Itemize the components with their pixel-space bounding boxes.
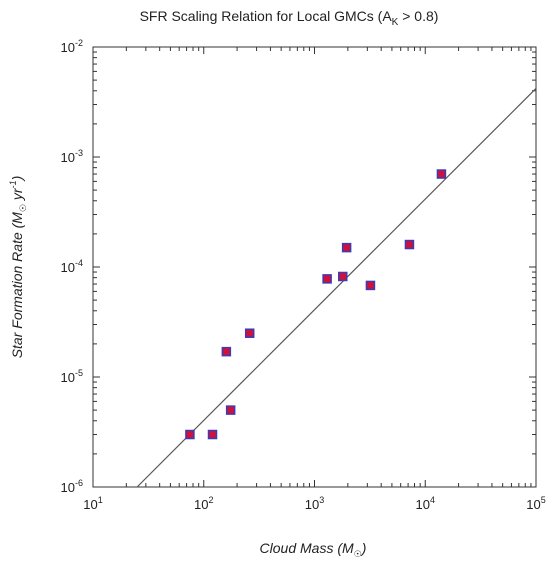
data-point	[246, 329, 254, 337]
y-axis-label-middle: yr	[9, 187, 25, 204]
chart-title: SFR Scaling Relation for Local GMCs (AK …	[140, 8, 439, 28]
x-axis-label: Cloud Mass (M☉)	[260, 540, 367, 559]
data-point	[323, 275, 331, 283]
x-tick-label: 105	[526, 495, 545, 512]
x-tick-label: 101	[83, 495, 102, 512]
data-point	[209, 431, 217, 439]
x-axis-label-subscript: ☉	[354, 549, 362, 559]
tick-marks	[93, 47, 536, 487]
y-tick-label: 10-3	[61, 148, 83, 165]
y-axis-label-subscript: ☉	[18, 204, 28, 212]
data-point	[437, 170, 445, 178]
fit-line	[137, 88, 536, 487]
x-tick-label: 102	[194, 495, 213, 512]
data-point	[186, 431, 194, 439]
data-point	[222, 348, 230, 356]
tick-labels: 101 102 103 104 105 10-6 10-5 10-4 10-3 10-2	[61, 38, 546, 512]
data-point	[366, 281, 374, 289]
y-tick-label: 10-4	[61, 258, 83, 275]
y-tick-label: 10-6	[61, 478, 83, 495]
data-point	[405, 241, 413, 249]
plot-frame	[93, 47, 536, 487]
data-point	[339, 272, 347, 280]
y-tick-label: 10-2	[61, 38, 83, 55]
data-points	[186, 170, 446, 438]
data-point	[343, 244, 351, 252]
x-tick-label: 104	[416, 495, 435, 512]
y-axis-label-superscript: -1	[8, 180, 18, 188]
y-axis-label: Star Formation Rate (M☉ yr-1)	[8, 176, 28, 359]
y-tick-label: 10-5	[61, 368, 83, 385]
x-tick-label: 103	[305, 495, 324, 512]
data-point	[227, 406, 235, 414]
chart-title-suffix: > 0.8)	[398, 8, 438, 24]
